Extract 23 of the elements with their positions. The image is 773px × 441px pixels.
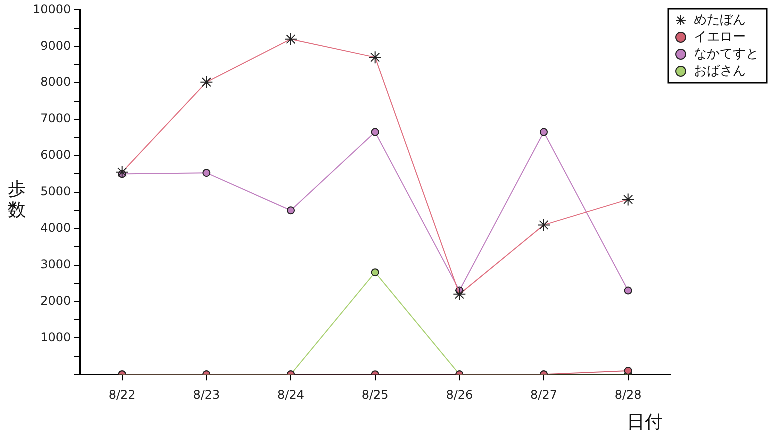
x-axis-title: 日付 (627, 411, 663, 434)
y-tick-label: 3000 (40, 257, 72, 272)
y-tick-label: 5000 (40, 184, 72, 199)
x-tick-label: 8/25 (362, 388, 389, 402)
y-tick-label: 6000 (40, 148, 72, 162)
x-tick-label: 8/22 (108, 388, 136, 402)
legend-label: イエロー (694, 30, 746, 45)
legend-label: なかてすと (694, 46, 759, 62)
x-tick-label: 8/28 (614, 388, 642, 402)
y-tick-label: 10000 (32, 2, 72, 16)
legend-label: おばさん (694, 64, 746, 79)
x-tick-label: 8/27 (530, 388, 558, 402)
y-tick-label: 7000 (40, 112, 72, 126)
y-tick-label: 4000 (40, 220, 72, 235)
y-tick-label: 1000 (40, 330, 72, 344)
legend-label: めたぼん (694, 12, 746, 28)
x-tick-label: 8/23 (193, 388, 220, 402)
y-tick-label: 9000 (40, 38, 72, 53)
x-tick-label: 8/24 (278, 388, 304, 402)
x-tick-label: 8/26 (446, 388, 474, 402)
y-axis-title: 歩数 (8, 179, 26, 222)
y-tick-label: 8000 (40, 75, 72, 90)
y-tick-label: 2000 (40, 294, 72, 308)
